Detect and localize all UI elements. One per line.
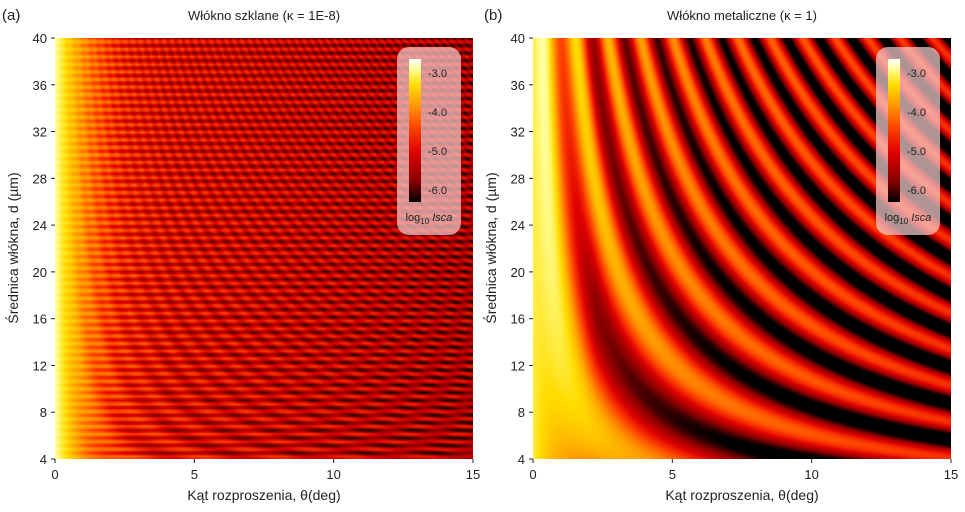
panel-b: (b) Włókno metaliczne (κ = 1) 0 5 10 15 4 8 12… xyxy=(482,7,958,503)
colorbar-b-tick: -3.0 xyxy=(907,68,926,80)
colorbar-a-tick: -4.0 xyxy=(428,107,447,119)
y-tick-label-a: 8 xyxy=(40,405,47,420)
y-axis-label-b: Średnica włókna, d (µm) xyxy=(482,172,499,323)
colorbar-b-tick: -5.0 xyxy=(907,146,926,158)
y-tick-label-b: 32 xyxy=(511,125,525,140)
panel-b-letter: (b) xyxy=(484,7,502,24)
y-tick-label-a: 40 xyxy=(33,31,47,46)
x-tick-label-b: 0 xyxy=(529,467,536,482)
x-axis-label-a: Kąt rozproszenia, θ(deg) xyxy=(187,487,340,503)
panel-a-title: Włókno szklane (κ = 1E-8) xyxy=(188,8,340,23)
colorbar-b-label: log10 Isca xyxy=(885,212,932,226)
colorbar-a-label: log10 Isca xyxy=(406,212,453,226)
y-tick-label-b: 36 xyxy=(511,78,525,93)
y-tick-label-a: 4 xyxy=(40,452,47,467)
colorbar-a-tick: -5.0 xyxy=(428,146,447,158)
y-tick-label-a: 24 xyxy=(33,218,47,233)
y-tick-label-b: 12 xyxy=(511,358,525,373)
panel-a-letter: (a) xyxy=(2,7,20,24)
y-axis-label-a: Średnica włókna, d (µm) xyxy=(4,172,21,323)
colorbar-a-tick: -3.0 xyxy=(428,68,447,80)
y-tick-label-b: 20 xyxy=(511,265,525,280)
colorbar-a-ramp xyxy=(409,59,421,202)
axes-b: 0 5 10 15 4 8 12 16 20 24 28 32 36 40 xyxy=(511,31,959,482)
x-tick-label-b: 10 xyxy=(804,467,818,482)
y-tick-label-b: 8 xyxy=(518,405,525,420)
y-tick-label-a: 20 xyxy=(33,265,47,280)
colorbar-b: -3.0 -4.0 -5.0 -6.0 log10 Isca xyxy=(876,47,940,235)
y-tick-label-b: 40 xyxy=(511,31,525,46)
axes-a: 0 5 10 15 4 8 12 16 20 24 28 32 36 40 xyxy=(33,31,481,482)
colorbar-b-tick: -4.0 xyxy=(907,107,926,119)
x-tick-label-a: 15 xyxy=(466,467,480,482)
y-tick-label-a: 32 xyxy=(33,125,47,140)
colorbar-b-ramp xyxy=(888,59,900,202)
colorbar-b-tick: -6.0 xyxy=(907,185,926,197)
y-tick-label-b: 28 xyxy=(511,171,525,186)
colorbar-a: -3.0 -4.0 -5.0 -6.0 log10 Isca xyxy=(397,47,461,235)
panel-b-title: Włókno metaliczne (κ = 1) xyxy=(667,8,817,23)
colorbar-a-tick: -6.0 xyxy=(428,185,447,197)
y-tick-label-b: 24 xyxy=(511,218,525,233)
x-tick-label-a: 5 xyxy=(191,467,198,482)
y-tick-label-a: 36 xyxy=(33,78,47,93)
x-tick-label-b: 5 xyxy=(669,467,676,482)
y-tick-label-a: 12 xyxy=(33,358,47,373)
panel-a: (a) Włókno szklane (κ = 1E-8) 0 5 10 15 4 8 12… xyxy=(2,7,480,503)
x-tick-label-b: 15 xyxy=(944,467,958,482)
y-tick-label-b: 4 xyxy=(518,452,525,467)
x-tick-label-a: 0 xyxy=(51,467,58,482)
y-tick-label-b: 16 xyxy=(511,312,525,327)
y-tick-label-a: 28 xyxy=(33,171,47,186)
y-tick-label-a: 16 xyxy=(33,312,47,327)
x-axis-label-b: Kąt rozproszenia, θ(deg) xyxy=(665,487,818,503)
x-tick-label-a: 10 xyxy=(326,467,340,482)
